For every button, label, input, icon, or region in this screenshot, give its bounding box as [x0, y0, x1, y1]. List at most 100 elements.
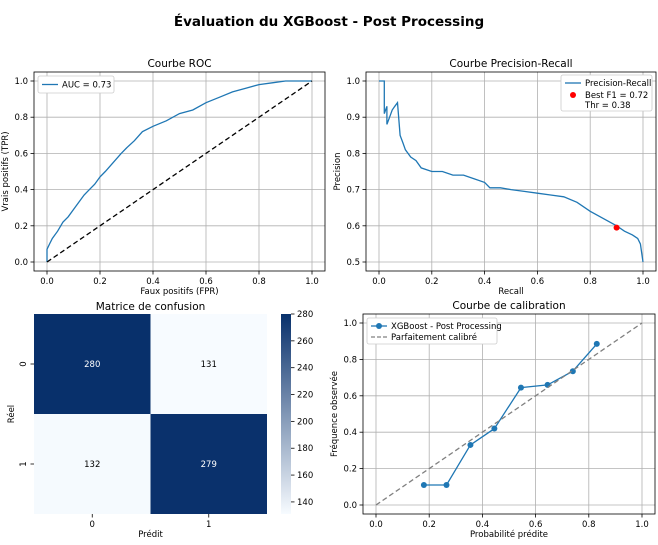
- roc-series-line: [46, 80, 312, 262]
- pr-tick-label-y: 0.8: [346, 149, 360, 159]
- roc-tick-label-x: 0.2: [93, 277, 107, 287]
- roc-title: Courbe ROC: [147, 58, 211, 70]
- confusion-xlabel: Prédit: [138, 529, 163, 540]
- confusion-colorbar-tick-label: 220: [297, 391, 313, 401]
- calibration-series-marker: [420, 481, 427, 488]
- confusion-ylabel: Réel: [6, 405, 17, 423]
- pr-tick-label-y: 1.0: [346, 77, 360, 87]
- calibration-ylabel: Fréquence observée: [329, 371, 340, 457]
- pr-ylabel: Precision: [333, 153, 343, 191]
- confusion-cell-value: 280: [84, 360, 100, 370]
- pr-scatter-point: [613, 224, 620, 231]
- pr-legend-label: Best F1 = 0.72: [585, 91, 648, 101]
- roc-tick-label-x: 0.0: [40, 277, 54, 287]
- confusion-tick-label-y: 0: [19, 361, 29, 366]
- calibration-legend-label: XGBoost - Post Processing: [391, 322, 502, 332]
- calibration-tick-label-y: 0.2: [343, 465, 357, 475]
- confusion-cell-value: 279: [201, 460, 217, 470]
- roc-tick-label-x: 0.4: [146, 277, 160, 287]
- roc-tick-label-y: 1.0: [14, 77, 28, 87]
- roc-tick-label-y: 0.2: [14, 222, 28, 232]
- pr-tick-label-x: 0.6: [531, 277, 545, 287]
- roc-tick-label-x: 1.0: [305, 277, 319, 287]
- pr-tick-label-x: 1.0: [636, 277, 650, 287]
- roc-tick-label-x: 0.8: [252, 277, 266, 287]
- confusion-cell: [34, 414, 151, 514]
- calibration-tick-label-x: 0.2: [422, 520, 436, 530]
- pr-legend-box: [560, 74, 653, 112]
- pr-frame: [365, 71, 657, 272]
- calibration-series-marker: [467, 441, 474, 448]
- calibration-legend-swatch-marker: [376, 323, 382, 329]
- confusion-colorbar-tick-label: 280: [297, 310, 313, 320]
- confusion-chart: 280 131 132 279 0 1 0 1 Matrice de confusion Préd…: [6, 301, 313, 540]
- roc-chart: 0.0 0.2 0.4 0.6 0.8 1.0 0.0 0.2 0.4 0.6 0.8 1.0 Cour…: [1, 58, 326, 297]
- confusion-title: Matrice de confusion: [96, 301, 206, 313]
- pr-tick-label-x: 0.8: [583, 277, 597, 287]
- pr-tick-label-y: 0.5: [346, 258, 360, 268]
- roc-tick-label-x: 0.6: [199, 277, 213, 287]
- confusion-colorbar: [281, 314, 291, 514]
- calibration-tick-label-x: 1.0: [635, 520, 649, 530]
- pr-legend-swatch-point: [570, 92, 576, 98]
- figure-title: Évaluation du XGBoost - Post Processing: [173, 14, 485, 30]
- pr-tick-label-y: 0.9: [346, 113, 360, 123]
- pr-title: Courbe Precision-Recall: [449, 58, 572, 70]
- roc-legend: AUC = 0.73: [37, 75, 115, 94]
- pr-tick-label-x: 0.2: [425, 277, 439, 287]
- roc-frame: [33, 71, 326, 272]
- calibration-tick-label-y: 0.4: [343, 428, 357, 438]
- pr-tick-label-x: 0.0: [372, 277, 386, 287]
- roc-series-line: [46, 80, 313, 263]
- pr-legend-label: Thr = 0.38: [584, 101, 631, 111]
- calibration-series-line: [423, 343, 598, 486]
- confusion-cell-value: 131: [201, 360, 217, 370]
- confusion-cell-value: 132: [84, 460, 100, 470]
- roc-tick-label-y: 0.8: [14, 113, 28, 123]
- calibration-tick-label-y: 0.0: [343, 501, 357, 511]
- confusion-tick-label-x: 0: [90, 520, 95, 530]
- pr-chart: 0.0 0.2 0.4 0.6 0.8 1.0 0.5 0.6 0.7 0.8 0.9 1.0 Cour…: [333, 58, 657, 297]
- calibration-legend-label: Parfaitement calibré: [391, 332, 477, 343]
- pr-xlabel: Recall: [498, 287, 523, 297]
- roc-legend-box: [37, 75, 115, 94]
- roc-xlabel: Faux positifs (FPR): [140, 287, 218, 297]
- calibration-tick-label-y: 1.0: [343, 319, 357, 329]
- pr-tick-label-y: 0.6: [346, 222, 360, 232]
- confusion-colorbar-tick-label: 200: [297, 417, 313, 427]
- confusion-colorbar-tick-label: 140: [297, 498, 313, 508]
- confusion-cell: [150, 314, 267, 414]
- confusion-colorbar-tick-label: 180: [297, 444, 313, 454]
- confusion-colorbar-tick-label: 240: [297, 364, 313, 374]
- roc-tick-label-y: 0.4: [14, 186, 28, 196]
- pr-legend-label: Precision-Recall: [585, 79, 651, 89]
- confusion-colorbar-tick-label: 260: [297, 337, 313, 347]
- calibration-series-marker: [517, 384, 524, 391]
- calibration-tick-label-y: 0.6: [343, 392, 357, 402]
- calibration-tick-label-x: 0.6: [529, 520, 543, 530]
- calibration-tick-label-y: 0.8: [343, 355, 357, 365]
- confusion-cell: [150, 414, 267, 514]
- calibration-frame: [362, 313, 656, 515]
- confusion-cell: [34, 314, 151, 414]
- calibration-series-marker: [443, 481, 450, 488]
- calibration-series-marker: [593, 340, 600, 347]
- roc-legend-label: AUC = 0.73: [62, 81, 111, 91]
- calibration-title: Courbe de calibration: [452, 300, 565, 312]
- roc-ylabel: Vrais positifs (TPR): [1, 131, 11, 211]
- calibration-chart: 0.0 0.2 0.4 0.6 0.8 1.0 0.0 0.2 0.4 0.6 0.8 1.0 Cour…: [329, 300, 656, 540]
- confusion-tick-label-x: 1: [206, 520, 211, 530]
- roc-tick-label-y: 0.6: [14, 149, 28, 159]
- pr-series-line: [379, 80, 644, 263]
- calibration-series-marker: [491, 425, 498, 432]
- calibration-series-line: [375, 322, 643, 506]
- calibration-tick-label-x: 0.8: [582, 520, 596, 530]
- pr-tick-label-x: 0.4: [478, 277, 492, 287]
- roc-tick-label-y: 0.0: [14, 258, 28, 268]
- confusion-tick-label-y: 1: [19, 461, 29, 466]
- pr-tick-label-y: 0.7: [346, 186, 360, 196]
- calibration-legend-box: [366, 317, 498, 345]
